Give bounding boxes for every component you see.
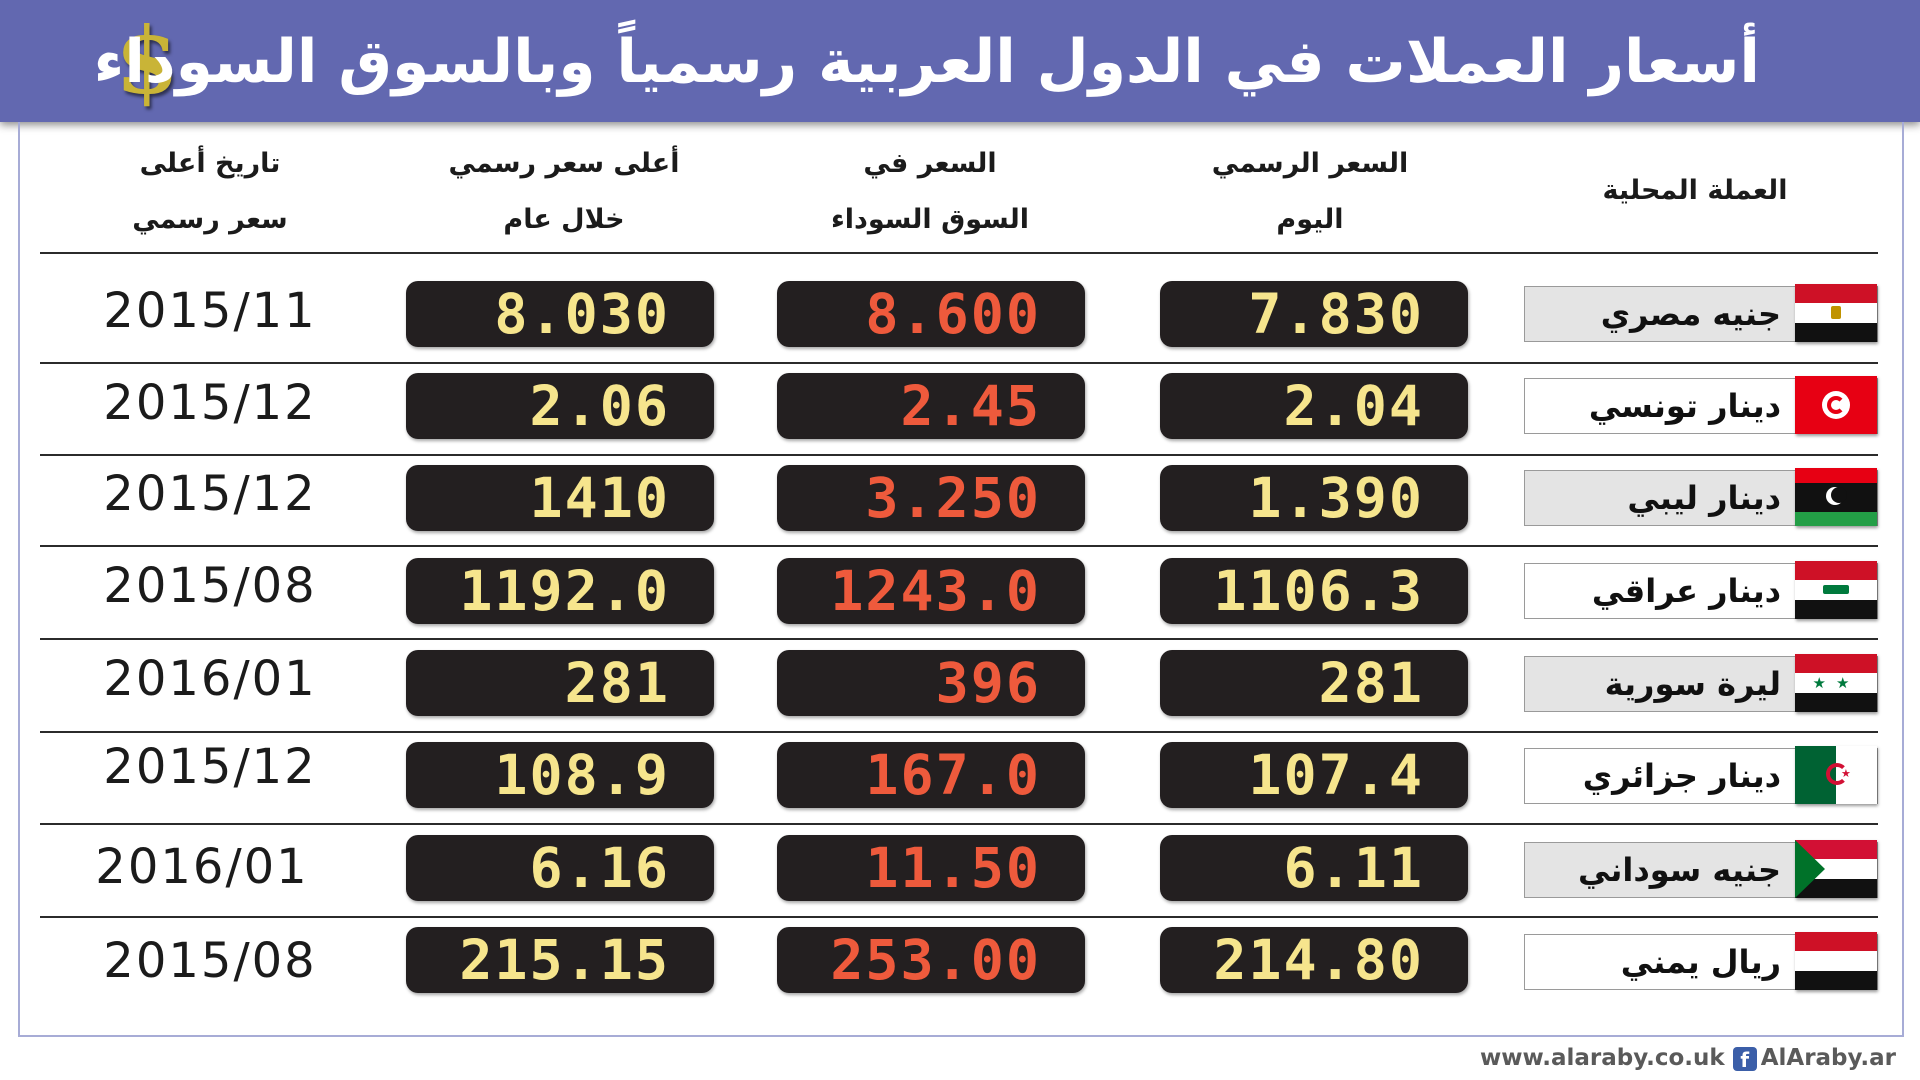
official-value: 1106.3 [1160,558,1468,624]
syria-flag-icon: ★★ [1795,654,1877,712]
header-currency: العملة المحلية [1602,175,1788,206]
row-divider [40,545,1878,547]
header-year-high: أعلى سعر رسمي خلال عام [448,148,680,235]
currency-cell: ليرة سورية ★★ [1524,654,1878,712]
black-market-value: 1243.0 [777,558,1085,624]
year-high-value: 108.9 [406,742,714,808]
row-divider [40,823,1878,825]
facebook-icon[interactable]: f [1732,1046,1757,1072]
currency-name: دينار جزائري [1582,757,1781,795]
year-high-value: 215.15 [406,927,714,993]
currency-cell: دينار عراقي [1524,561,1878,619]
currency-cell: دينار ليبي [1524,468,1878,526]
currency-name: دينار ليبي [1627,479,1781,517]
footer-credits: www.alaraby.co.uk f AlAraby.ar [1480,1041,1896,1075]
high-date: 2016/01 [103,651,317,707]
header-black-market: السعر في السوق السوداء [830,148,1030,235]
website-link[interactable]: www.alaraby.co.uk [1479,1045,1725,1071]
algeria-flag-icon: ★ [1795,746,1877,804]
high-date: 2015/12 [103,739,317,795]
header-high-date: تاريخ أعلى سعر رسمي [132,148,288,235]
row-divider [40,916,1878,918]
currency-cell: دينار تونسي [1524,376,1878,434]
currency-cell: جنيه مصري [1524,284,1878,342]
header-official-today: السعر الرسمي اليوم [1211,148,1409,235]
currency-cell: جنيه سوداني [1524,840,1878,898]
high-date: 2016/01 [95,839,309,895]
black-market-value: 2.45 [777,373,1085,439]
official-value: 7.830 [1160,281,1468,347]
high-date: 2015/08 [103,933,317,989]
row-divider [40,638,1878,640]
black-market-value: 396 [777,650,1085,716]
high-date: 2015/11 [103,283,317,339]
iraq-flag-icon [1795,561,1877,619]
official-value: 1.390 [1160,465,1468,531]
facebook-page[interactable]: AlAraby.ar [1760,1045,1896,1071]
year-high-value: 6.16 [406,835,714,901]
currency-name: جنيه مصري [1600,295,1781,333]
year-high-value: 8.030 [406,281,714,347]
row-divider [40,731,1878,733]
official-value: 6.11 [1160,835,1468,901]
header-banner: $ أسعار العملات في الدول العربية رسمياً … [0,0,1920,122]
official-value: 281 [1160,650,1468,716]
sudan-flag-icon [1795,840,1877,898]
egypt-flag-icon [1795,284,1877,342]
tunisia-flag-icon [1795,376,1877,434]
dollar-icon: $ [114,7,179,115]
currency-name: ريال يمني [1620,943,1781,981]
official-value: 2.04 [1160,373,1468,439]
official-value: 214.80 [1160,927,1468,993]
header-divider [40,252,1878,254]
high-date: 2015/12 [103,466,317,522]
currency-cell: ريال يمني [1524,932,1878,990]
black-market-value: 253.00 [777,927,1085,993]
year-high-value: 1192.0 [406,558,714,624]
year-high-value: 2.06 [406,373,714,439]
currency-name: دينار عراقي [1591,572,1781,610]
yemen-flag-icon [1795,932,1877,990]
table-panel [18,122,1904,1037]
black-market-value: 3.250 [777,465,1085,531]
row-divider [40,454,1878,456]
row-divider [40,362,1878,364]
currency-cell: دينار جزائري ★ [1524,746,1878,804]
black-market-value: 167.0 [777,742,1085,808]
high-date: 2015/08 [103,558,317,614]
libya-flag-icon [1795,468,1877,526]
black-market-value: 8.600 [777,281,1085,347]
currency-name: دينار تونسي [1588,387,1781,425]
page-title: أسعار العملات في الدول العربية رسمياً وب… [93,27,1760,97]
year-high-value: 1410 [406,465,714,531]
black-market-value: 11.50 [777,835,1085,901]
year-high-value: 281 [406,650,714,716]
official-value: 107.4 [1160,742,1468,808]
currency-name: جنيه سوداني [1577,851,1781,889]
high-date: 2015/12 [103,375,317,431]
currency-name: ليرة سورية [1604,665,1781,703]
